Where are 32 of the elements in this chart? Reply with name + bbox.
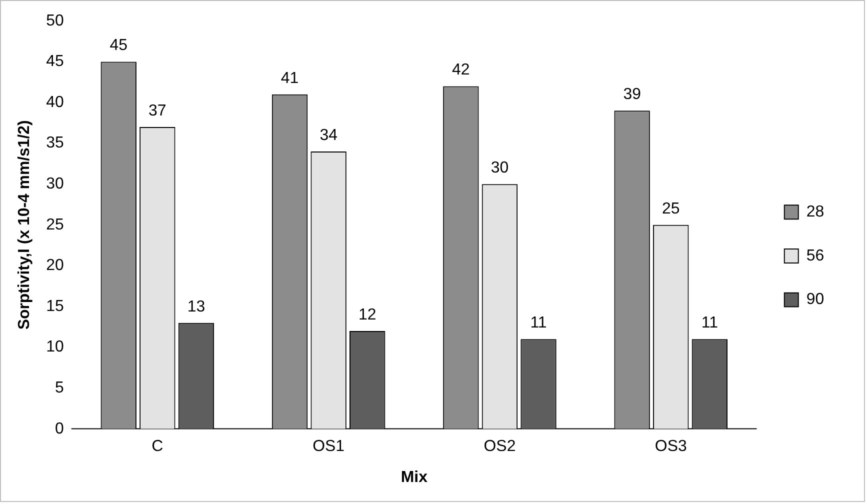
data-label: 45: [110, 37, 128, 54]
x-tick-label: OS1: [312, 438, 345, 455]
data-label: 37: [148, 102, 166, 120]
data-label: 11: [701, 314, 718, 332]
data-label: 41: [280, 70, 299, 87]
x-tick-label: OS3: [654, 438, 687, 455]
y-tick-label: 20: [46, 257, 64, 274]
y-tick-label: 50: [46, 12, 64, 30]
data-label: 34: [320, 126, 338, 144]
y-tick-label: 40: [46, 94, 64, 111]
x-tick-label: C: [152, 438, 164, 455]
data-label: 25: [662, 200, 680, 218]
x-axis-title: Mix: [400, 468, 428, 486]
y-tick-label: 15: [46, 298, 64, 315]
y-tick-label: 30: [46, 176, 64, 192]
y-tick-label: 0: [54, 420, 64, 438]
y-axis-title: Sorptivity,I (x 10-4 mm/s1/2): [16, 120, 33, 330]
data-label: 11: [530, 314, 547, 332]
legend-label: 56: [806, 247, 824, 264]
y-tick-label: 25: [46, 216, 64, 234]
data-label: 42: [452, 62, 470, 79]
x-tick-label: OS2: [484, 438, 516, 455]
y-tick-label: 5: [54, 379, 64, 396]
legend-label: 28: [806, 204, 824, 221]
legend-label: 90: [806, 291, 824, 308]
y-tick-label: 35: [46, 134, 64, 152]
data-label: 13: [187, 298, 206, 316]
y-tick-label: 10: [46, 338, 64, 356]
y-tick-label: 45: [46, 53, 64, 70]
data-label: 30: [490, 160, 509, 177]
data-label: 39: [623, 86, 642, 104]
data-label: 12: [358, 306, 376, 324]
